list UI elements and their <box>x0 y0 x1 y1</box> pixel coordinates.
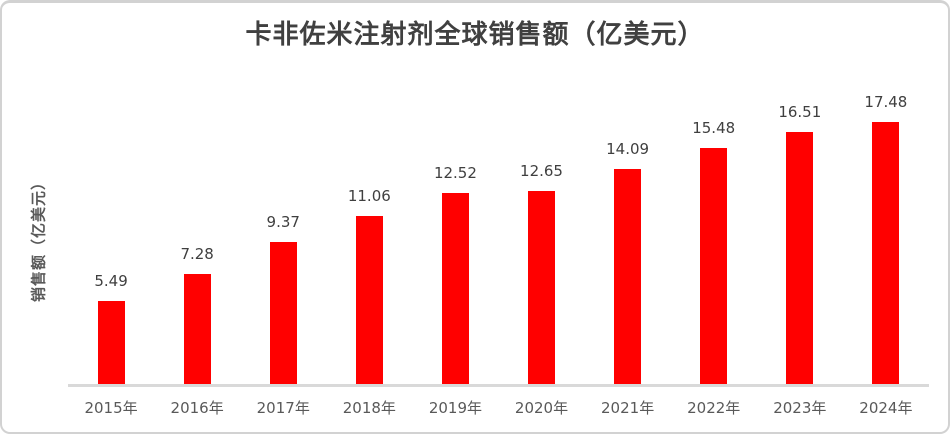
bar-value-label: 11.06 <box>347 187 391 205</box>
bar-slot: 12.52 <box>412 93 498 385</box>
bar <box>97 301 125 385</box>
bar <box>528 191 556 385</box>
x-tick-label: 2022年 <box>687 399 741 417</box>
bar-slot: 15.48 <box>671 93 757 385</box>
bar-slot: 5.49 <box>68 93 154 385</box>
bar-value-label: 12.65 <box>520 162 563 180</box>
bar <box>614 169 642 385</box>
x-tick-label: 2024年 <box>859 399 913 417</box>
bar-value-label: 17.48 <box>864 93 908 111</box>
x-tick-label: 2016年 <box>170 399 224 417</box>
bar-slot: 7.28 <box>154 93 240 385</box>
bar-value-label: 16.51 <box>778 103 822 121</box>
bars-row: 5.49 7.28 9.37 11.06 12.52 12.65 14.09 15.48 16.… <box>68 93 929 385</box>
bar-value-label: 9.37 <box>266 213 300 231</box>
bar-slot: 14.09 <box>585 93 671 385</box>
x-tick-label: 2019年 <box>428 399 483 417</box>
bar-value-label: 14.09 <box>606 140 650 158</box>
bar-value-label: 15.48 <box>692 119 736 137</box>
bar-slot: 16.51 <box>757 93 843 385</box>
bar <box>700 148 728 385</box>
bar-value-label: 7.28 <box>180 245 214 263</box>
x-axis-tick-row: 2015年 2016年 2017年 2018年 2019年 2020年 2021年 2022年… <box>68 397 929 418</box>
x-tick-label: 2018年 <box>342 399 396 417</box>
bar <box>269 242 297 385</box>
y-axis-title: 销售额（亿美元） <box>29 173 48 303</box>
bar-value-label: 5.49 <box>94 272 128 290</box>
bar <box>872 122 900 385</box>
x-axis-line <box>68 384 929 387</box>
x-tick-label: 2023年 <box>773 399 827 417</box>
bar <box>355 216 383 385</box>
chart-title: 卡非佐米注射剂全球销售额（亿美元） <box>245 20 705 50</box>
bar-slot: 12.65 <box>498 93 584 385</box>
plot-area: 5.49 7.28 9.37 11.06 12.52 12.65 14.09 15.48 16.… <box>68 93 929 385</box>
bar-slot: 11.06 <box>326 93 412 385</box>
bar <box>441 193 469 385</box>
bar <box>183 274 211 385</box>
x-tick-label: 2020年 <box>514 399 569 417</box>
x-tick-label: 2021年 <box>601 399 655 417</box>
bar-slot: 9.37 <box>240 93 326 385</box>
bar <box>786 132 814 385</box>
x-tick-label: 2017年 <box>256 399 310 417</box>
bar-value-label: 12.52 <box>433 164 477 182</box>
x-tick-label: 2015年 <box>84 399 138 417</box>
bar-slot: 17.48 <box>843 93 929 385</box>
